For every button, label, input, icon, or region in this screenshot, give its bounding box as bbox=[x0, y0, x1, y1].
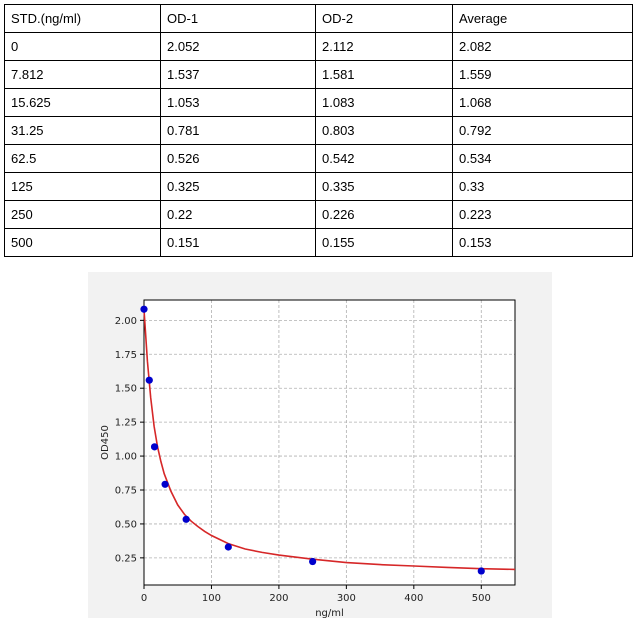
plot-area bbox=[144, 300, 515, 585]
table-cell: 1.068 bbox=[452, 88, 633, 117]
table-cell: 0.325 bbox=[160, 172, 316, 201]
y-tick-label: 0.50 bbox=[115, 519, 137, 530]
table-cell: 0.781 bbox=[160, 116, 316, 145]
table-row: 500 0.151 0.155 0.153 bbox=[4, 228, 633, 257]
standard-curve-chart: 0 100 200 300 400 500 0.25 0.50 0.75 1.00 1.25 1.50… bbox=[100, 299, 516, 618]
y-axis-label: OD450 bbox=[100, 425, 111, 460]
data-point bbox=[145, 376, 153, 384]
data-point bbox=[182, 515, 190, 523]
table-cell: 7.812 bbox=[4, 60, 161, 89]
table-row: 7.812 1.537 1.581 1.559 bbox=[4, 60, 633, 89]
table-cell: 500 bbox=[4, 228, 161, 257]
table-cell: 0.22 bbox=[160, 200, 316, 229]
table-cell: 0.223 bbox=[452, 200, 633, 229]
table-cell: 31.25 bbox=[4, 116, 161, 145]
table-cell: 62.5 bbox=[4, 144, 161, 173]
table-row: 31.25 0.781 0.803 0.792 bbox=[4, 116, 633, 145]
x-tick-label: 500 bbox=[472, 593, 491, 604]
table-cell: 0.803 bbox=[315, 116, 453, 145]
table-cell: 1.559 bbox=[452, 60, 633, 89]
plot-frame bbox=[143, 299, 516, 586]
table-cell: 2.052 bbox=[160, 32, 316, 61]
column-header: STD.(ng/ml) bbox=[4, 4, 161, 33]
data-point bbox=[477, 567, 485, 575]
table-body: STD.(ng/ml) OD-1 OD-2 Average 0 2.052 2.112 2.0… bbox=[4, 4, 633, 257]
table-cell: 0.226 bbox=[315, 200, 453, 229]
column-header: Average bbox=[452, 4, 633, 33]
x-tick-label: 300 bbox=[337, 593, 356, 604]
table-cell: 1.083 bbox=[315, 88, 453, 117]
y-tick-label: 1.00 bbox=[115, 452, 137, 463]
table-cell: 0 bbox=[4, 32, 161, 61]
x-tick-label: 100 bbox=[202, 593, 221, 604]
x-tick-label: 200 bbox=[269, 593, 288, 604]
column-header: OD-2 bbox=[315, 4, 453, 33]
table-cell: 15.625 bbox=[4, 88, 161, 117]
chart-panel: 0 100 200 300 400 500 0.25 0.50 0.75 1.00 1.25 1.50… bbox=[88, 272, 552, 618]
table-cell: 1.053 bbox=[160, 88, 316, 117]
y-tick-label: 1.75 bbox=[115, 350, 137, 361]
table-cell: 0.335 bbox=[315, 172, 453, 201]
table-cell: 2.082 bbox=[452, 32, 633, 61]
standard-curve-table: STD.(ng/ml) OD-1 OD-2 Average 0 2.052 2.112 2.0… bbox=[4, 4, 633, 257]
table-cell: 0.534 bbox=[452, 144, 633, 173]
table-cell: 0.526 bbox=[160, 144, 316, 173]
table-cell: 1.537 bbox=[160, 60, 316, 89]
y-tick-label: 2.00 bbox=[115, 316, 137, 327]
x-tick-label: 0 bbox=[141, 593, 147, 604]
y-tick-label: 0.75 bbox=[115, 486, 137, 497]
x-tick-label: 400 bbox=[404, 593, 423, 604]
table-row: 250 0.22 0.226 0.223 bbox=[4, 200, 633, 229]
x-axis-label: ng/ml bbox=[315, 608, 344, 618]
table-cell: 250 bbox=[4, 200, 161, 229]
table-row: 0 2.052 2.112 2.082 bbox=[4, 32, 633, 61]
table-cell: 0.153 bbox=[452, 228, 633, 257]
table-cell: 125 bbox=[4, 172, 161, 201]
table-cell: 1.581 bbox=[315, 60, 453, 89]
table-cell: 0.155 bbox=[315, 228, 453, 257]
data-point bbox=[309, 557, 317, 566]
data-point bbox=[150, 443, 159, 451]
column-header: OD-1 bbox=[160, 4, 316, 33]
y-tick-label: 1.25 bbox=[115, 418, 137, 429]
table-cell: 0.542 bbox=[315, 144, 453, 173]
table-row: 62.5 0.526 0.542 0.534 bbox=[4, 144, 633, 173]
table-cell: 0.33 bbox=[452, 172, 633, 201]
table-row: 125 0.325 0.335 0.33 bbox=[4, 172, 633, 201]
table-cell: 0.792 bbox=[452, 116, 633, 145]
y-tick-label: 0.25 bbox=[115, 553, 137, 564]
data-point bbox=[140, 305, 148, 313]
table-cell: 2.112 bbox=[315, 32, 453, 61]
data-point bbox=[161, 480, 169, 488]
data-point bbox=[224, 543, 232, 551]
table-header-row: STD.(ng/ml) OD-1 OD-2 Average bbox=[4, 4, 633, 33]
table-cell: 0.151 bbox=[160, 228, 316, 257]
table-row: 15.625 1.053 1.083 1.068 bbox=[4, 88, 633, 117]
y-tick-label: 1.50 bbox=[115, 384, 137, 395]
